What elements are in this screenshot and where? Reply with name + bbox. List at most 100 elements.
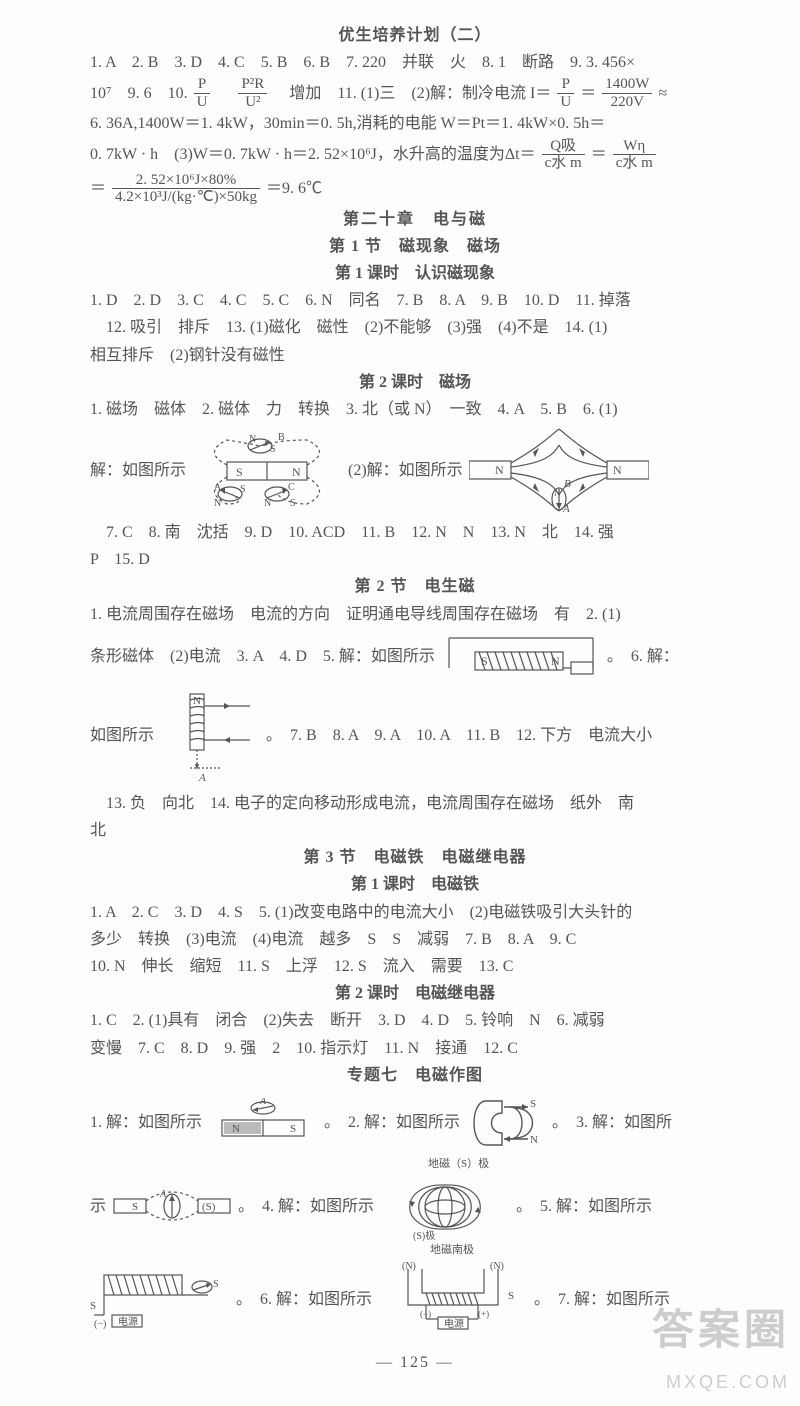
svg-text:N: N: [495, 463, 504, 477]
text: 。 3. 解：如图所: [552, 1109, 672, 1136]
text: 10⁷ 9. 6 10.: [90, 80, 188, 107]
t7-row3: S (−) 电源 S 。 6. 解：如图所示 (N) (N) (−) (+) 电…: [90, 1261, 740, 1339]
svg-text:N: N: [264, 498, 271, 509]
svg-text:N: N: [249, 434, 256, 445]
svg-text:A: A: [562, 503, 570, 515]
svg-text:S: S: [213, 1279, 219, 1290]
svg-text:地磁南极: 地磁南极: [430, 1242, 474, 1256]
figure-solenoid-bar-icon: S N: [441, 632, 601, 682]
s2-l3: 如图所示 N A 。 7. B 8. A 9. A 10. A 11. B 12…: [90, 686, 740, 786]
s2-l4: 13. 负 向北 14. 电子的定向移动形成电流，电流周围存在磁场 纸外 南: [90, 790, 740, 817]
svg-text:A: A: [159, 1189, 167, 1200]
fraction: 1400W220V: [602, 76, 652, 110]
section3-c1-title: 第 1 课时 电磁铁: [90, 871, 740, 898]
section3-title: 第 3 节 电磁铁 电磁继电器: [90, 844, 740, 871]
svg-text:N: N: [530, 1134, 538, 1146]
text: 。 2. 解：如图所示: [324, 1109, 460, 1136]
svg-text:电源: 电源: [118, 1315, 138, 1328]
fraction: Wηc水 m: [613, 138, 656, 172]
s3c1-l3: 10. N 伸长 缩短 11. S 上浮 12. S 流入 需要 13. C: [90, 953, 740, 980]
fraction: P²RU²: [238, 76, 267, 110]
svg-text:S: S: [508, 1290, 514, 1302]
figure-bar-compass-icon: S N NS B NS A NC S: [192, 432, 342, 510]
text: 0. 7kW · h (3)W＝0. 7kW · h＝2. 52×10⁶J，水升…: [90, 141, 536, 168]
svg-text:B: B: [278, 432, 285, 443]
s1c1-l1: 1. D 2. D 3. C 4. C 5. C 6. N 同名 7. B 8.…: [90, 287, 740, 314]
text: 。 4. 解：如图所示: [238, 1193, 374, 1220]
text: ＝9. 6℃: [266, 175, 322, 202]
text: 。 7. B 8. A 9. A 10. A 11. B 12. 下方 电流大小: [266, 722, 652, 749]
t7-row1: 1. 解：如图所示 A N S 。 2. 解：如图所示 S N 。 3. 解：如…: [90, 1093, 740, 1153]
svg-text:A: A: [259, 1098, 267, 1107]
svg-text:A: A: [198, 772, 206, 784]
fraction: PU: [194, 76, 211, 110]
svg-text:S: S: [240, 484, 246, 495]
text: 1. 解：如图所示: [90, 1109, 202, 1136]
s2-l5: 北: [90, 817, 740, 844]
s1c2-l4: P 15. D: [90, 546, 740, 573]
section-title-yousheng: 优生培养计划（二）: [90, 22, 740, 49]
section2-title: 第 2 节 电生磁: [90, 573, 740, 600]
svg-text:地磁（S）极: 地磁（S）极: [428, 1157, 489, 1170]
svg-text:N: N: [554, 488, 561, 498]
svg-text:(N): (N): [490, 1261, 504, 1272]
svg-text:(−): (−): [94, 1319, 106, 1330]
svg-text:B: B: [564, 478, 571, 490]
svg-text:N: N: [232, 1123, 240, 1135]
svg-text:S: S: [290, 498, 296, 509]
s2-l2: 条形磁体 (2)电流 3. A 4. D 5. 解：如图所示 S N 。 6. …: [90, 632, 740, 682]
svg-text:S: S: [270, 444, 276, 455]
figure-t7-1-icon: A N S: [208, 1098, 318, 1148]
s1c2-figrow: 解：如图所示 S N NS B NS A NC S (2: [90, 427, 740, 515]
text: 。 6. 解：如图所示: [236, 1286, 372, 1313]
s3c1-l1: 1. A 2. C 3. D 4. S 5. (1)改变电路中的电流大小 (2)…: [90, 899, 740, 926]
svg-text:(−): (−): [420, 1309, 431, 1319]
fraction: 2. 52×10⁶J×80%4.2×10³J/(kg·℃)×50kg: [112, 172, 260, 206]
text: (2)解：如图所示: [348, 457, 463, 484]
section3-c2-title: 第 2 课时 电磁继电器: [90, 980, 740, 1007]
text: 。 6. 解：: [607, 643, 679, 670]
s3c2-l1: 1. C 2. (1)具有 闭合 (2)失去 断开 3. D 4. D 5. 铃…: [90, 1007, 740, 1034]
section1-title: 第 1 节 磁现象 磁场: [90, 233, 740, 260]
text: 解：如图所示: [90, 457, 186, 484]
svg-text:(S)极: (S)极: [413, 1229, 435, 1242]
svg-text:N: N: [214, 498, 221, 509]
sec-a-line1: 1. A 2. B 3. D 4. C 5. B 6. B 7. 220 并联 …: [90, 49, 740, 76]
s1c2-l1: 1. 磁场 磁体 2. 磁体 力 转换 3. 北（或 N） 一致 4. A 5.…: [90, 396, 740, 423]
text: [216, 80, 232, 107]
sec-a-line5: ＝ 2. 52×10⁶J×80%4.2×10³J/(kg·℃)×50kg ＝9.…: [90, 172, 740, 206]
svg-text:(S): (S): [202, 1201, 216, 1213]
figure-t7-6-icon: (N) (N) (−) (+) 电源 S: [378, 1261, 528, 1339]
svg-text:S: S: [481, 654, 488, 668]
text: ≈: [658, 80, 667, 107]
text: ＝: [90, 175, 106, 202]
text: 增加 11. (1)三 (2)解：制冷电流 I＝: [273, 80, 551, 107]
svg-text:N: N: [292, 465, 301, 479]
chapter-title: 第二十章 电与磁: [90, 206, 740, 233]
figure-t7-4-icon: 地磁（S）极 地磁南极 (S)极: [380, 1157, 510, 1257]
s1c1-l3: 相互排斥 (2)钢针没有磁性: [90, 342, 740, 369]
page-number: — 125 —: [90, 1349, 740, 1376]
s3c1-l2: 多少 转换 (3)电流 (4)电流 越多 S S 减弱 7. B 8. A 9.…: [90, 926, 740, 953]
svg-text:S: S: [236, 465, 243, 479]
svg-text:S: S: [132, 1201, 138, 1213]
text: 示: [90, 1193, 106, 1220]
s1c2-l3: 7. C 8. 南 沈括 9. D 10. ACD 11. B 12. N N …: [90, 519, 740, 546]
sec-a-line3: 6. 36A,1400W＝1. 4kW，30min＝0. 5h,消耗的电能 W＝…: [90, 110, 740, 137]
svg-text:S: S: [290, 1123, 296, 1135]
figure-t7-3-icon: S A (S): [112, 1183, 232, 1231]
svg-text:A: A: [214, 482, 222, 493]
svg-text:(+): (+): [478, 1309, 489, 1319]
s3c2-l2: 变慢 7. C 8. D 9. 强 2 10. 指示灯 11. N 接通 12.…: [90, 1035, 740, 1062]
sec-a-line2: 10⁷ 9. 6 10. PU P²RU² 增加 11. (1)三 (2)解：制…: [90, 76, 740, 110]
s2-l1: 1. 电流周围存在磁场 电流的方向 证明通电导线周围存在磁场 有 2. (1): [90, 601, 740, 628]
text: 。 5. 解：如图所示: [516, 1193, 652, 1220]
figure-t7-2-icon: S N: [466, 1093, 546, 1153]
fraction: Q吸c水 m: [542, 138, 585, 172]
text: 。 7. 解：如图所示: [534, 1286, 670, 1313]
svg-text:S: S: [90, 1300, 96, 1312]
text: ＝: [580, 80, 596, 107]
text: 如图所示: [90, 722, 154, 749]
figure-t7-5-icon: S (−) 电源 S: [90, 1265, 230, 1335]
svg-text:N: N: [551, 654, 560, 668]
